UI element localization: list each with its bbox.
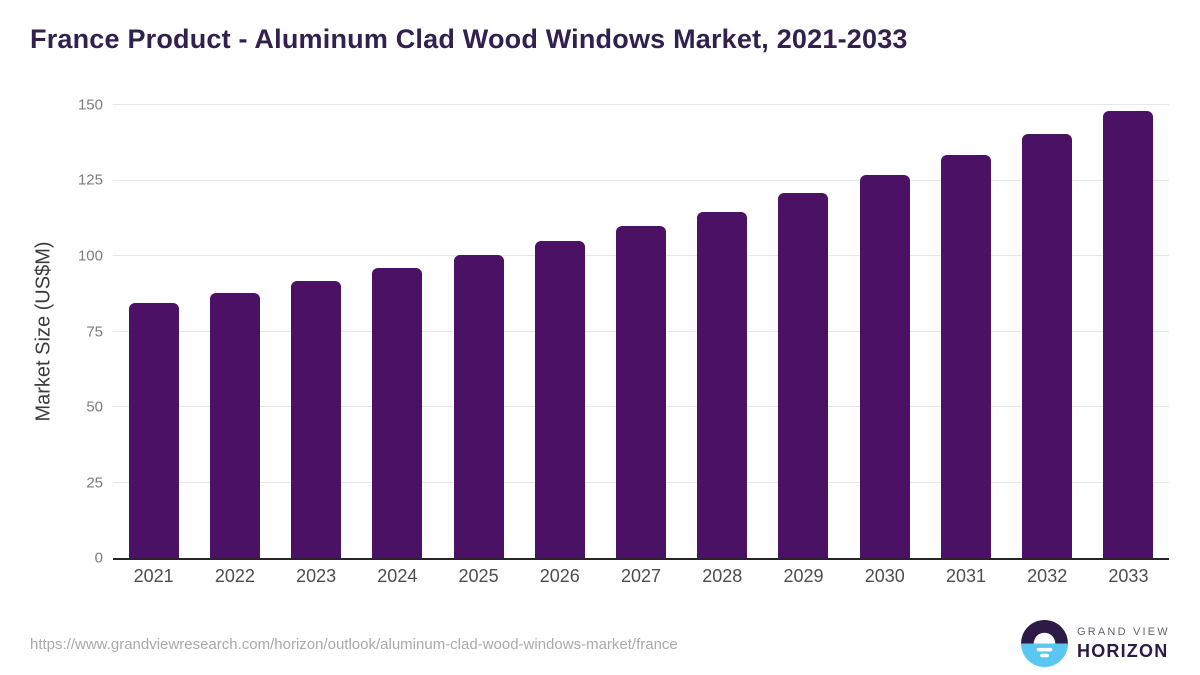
bar-2033[interactable] [1103,110,1154,558]
bar-column-2031 [925,105,1006,558]
x-label-2028: 2028 [702,566,743,586]
bar-column-2022 [194,105,275,558]
bar-2025[interactable] [453,255,504,558]
horizon-logo-icon [1021,620,1068,667]
bar-2030[interactable] [859,175,910,558]
x-label-2030: 2030 [864,566,905,586]
plot-area [113,104,1169,560]
y-tick-50: 50 [86,398,103,416]
chart-title: France Product - Aluminum Clad Wood Wind… [30,24,908,54]
bar-column-2026 [519,105,600,558]
bar-column-2024 [357,105,438,558]
bar-2026[interactable] [534,240,585,558]
y-tick-150: 150 [77,96,103,114]
logo-brand-bottom: HORIZON [1077,640,1169,661]
x-label-2029: 2029 [783,566,824,586]
y-tick-0: 0 [94,549,103,567]
y-tick-125: 125 [77,171,103,189]
x-label-2033: 2033 [1108,566,1149,586]
y-tick-25: 25 [86,474,103,491]
bar-2021[interactable] [128,303,179,558]
x-label-2024: 2024 [377,566,418,586]
bar-2029[interactable] [778,192,829,558]
bar-2031[interactable] [940,155,991,558]
x-label-2022: 2022 [214,566,255,586]
logo-brand-top: GRAND VIEW [1077,625,1170,638]
y-tick-75: 75 [86,323,103,340]
bar-2032[interactable] [1022,134,1073,558]
bar-column-2021 [113,105,194,558]
x-label-2032: 2032 [1027,566,1068,586]
bar-column-2028 [682,105,763,558]
y-axis-ticks: 0 25 50 75 100 125 150 [0,97,103,567]
x-label-2027: 2027 [621,566,662,586]
bar-2023[interactable] [291,281,342,558]
x-axis-labels: 2021 2022 2023 2024 2025 2026 2027 2028 2029 2030… [113,566,1169,587]
bar-column-2033 [1088,105,1169,558]
bar-column-2023 [275,105,356,558]
x-label-2021: 2021 [133,566,174,586]
gridline-125 [113,179,1169,181]
x-label-2025: 2025 [458,566,499,586]
bar-column-2025 [438,105,519,558]
x-label-2023: 2023 [296,566,337,586]
bar-2027[interactable] [616,225,667,558]
bar-2024[interactable] [372,268,423,558]
bar-column-2030 [844,105,925,558]
grandview-horizon-logo: GRAND VIEW HORIZON [1021,620,1170,667]
x-label-2026: 2026 [539,566,580,586]
bar-column-2029 [763,105,844,558]
x-label-2031: 2031 [945,566,986,586]
bar-column-2032 [1007,105,1088,558]
source-url: https://www.grandviewresearch.com/horizo… [30,636,678,653]
bar-series [113,105,1169,558]
gridline-150 [113,104,1169,105]
bar-2028[interactable] [697,211,748,558]
logo-wordmark: GRAND VIEW HORIZON [1077,626,1170,662]
y-tick-100: 100 [77,247,103,265]
bar-2022[interactable] [209,293,260,558]
bar-column-2027 [600,105,681,558]
